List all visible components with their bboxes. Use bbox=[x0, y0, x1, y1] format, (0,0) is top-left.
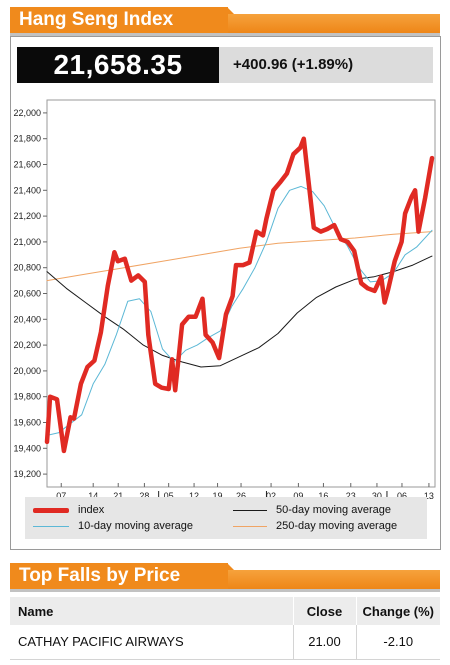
legend-item-ma10: 10-day moving average bbox=[33, 519, 193, 533]
legend-label-index: index bbox=[78, 504, 105, 516]
stock-name[interactable]: CATHAY PACIFIC AIRWAYS bbox=[10, 625, 294, 660]
legend-label-ma250: 250-day moving average bbox=[276, 520, 398, 532]
stock-change: -2.10 bbox=[356, 625, 440, 660]
legend-swatch-ma250 bbox=[233, 525, 267, 527]
chart-legend: index 10-day moving average 50-day movin… bbox=[25, 497, 427, 539]
table-row[interactable]: CATHAY PACIFIC AIRWAYS 21.00 -2.10 bbox=[10, 625, 440, 660]
legend-label-ma50: 50-day moving average bbox=[276, 504, 391, 516]
x-tick-label: 23 bbox=[346, 491, 356, 501]
x-tick-label: 14 bbox=[88, 491, 98, 501]
index-price: 21,658.35 bbox=[17, 47, 219, 83]
x-tick-label: 07 bbox=[56, 491, 66, 501]
x-tick-label: 12 bbox=[189, 491, 199, 501]
y-tick-label: 21,000 bbox=[13, 237, 41, 247]
x-tick-label: 05 bbox=[164, 491, 174, 501]
banner-tail bbox=[227, 7, 440, 33]
x-tick-label: 21 bbox=[113, 491, 123, 501]
banner-tail bbox=[227, 563, 440, 589]
column-header-name: Name bbox=[10, 597, 294, 625]
top-falls-title: Top Falls by Price bbox=[10, 563, 228, 589]
x-tick-label: 02 bbox=[266, 491, 276, 501]
index-line-chart: 19,200 19,400 19,600 19,800 20,000 20,200 20,4… bbox=[13, 99, 436, 525]
column-header-change: Change (%) bbox=[356, 597, 440, 625]
y-tick-label: 20,600 bbox=[13, 289, 41, 299]
top-falls-banner: Top Falls by Price bbox=[10, 563, 440, 592]
y-tick-label: 20,200 bbox=[13, 340, 41, 350]
y-tick-label: 19,400 bbox=[13, 443, 41, 453]
x-tick-label: 26 bbox=[236, 491, 246, 501]
legend-swatch-ma50 bbox=[233, 509, 267, 511]
x-tick-label: 16 bbox=[318, 491, 328, 501]
y-tick-label: 21,400 bbox=[13, 185, 41, 195]
y-tick-label: 21,600 bbox=[13, 160, 41, 170]
table-header-row: Name Close Change (%) bbox=[10, 597, 440, 625]
x-tick-label: 06 bbox=[397, 491, 407, 501]
column-header-close: Close bbox=[293, 597, 357, 625]
index-change: +400.96 (+1.89%) bbox=[219, 47, 433, 83]
x-tick-label: 09 bbox=[293, 491, 303, 501]
y-tick-label: 19,800 bbox=[13, 392, 41, 402]
legend-label-ma10: 10-day moving average bbox=[78, 520, 193, 532]
x-tick-label: 19 bbox=[213, 491, 223, 501]
plot-frame bbox=[46, 99, 436, 488]
index-title: Hang Seng Index bbox=[10, 7, 228, 33]
legend-item-ma250: 250-day moving average bbox=[233, 519, 397, 533]
legend-item-ma50: 50-day moving average bbox=[233, 503, 391, 517]
x-tick-label: 30 bbox=[372, 491, 382, 501]
series-line-index bbox=[44, 136, 435, 454]
x-tick-label: 13 bbox=[424, 491, 434, 501]
banner-shadow bbox=[10, 33, 440, 36]
y-tick-label: 20,000 bbox=[13, 366, 41, 376]
y-tick-label: 19,600 bbox=[13, 418, 41, 428]
banner-shadow bbox=[10, 589, 440, 592]
x-tick-label: 28 bbox=[139, 491, 149, 501]
series-line-ma10 bbox=[46, 185, 433, 436]
y-tick-label: 20,400 bbox=[13, 314, 41, 324]
legend-swatch-ma10 bbox=[33, 525, 69, 527]
y-tick-label: 21,200 bbox=[13, 211, 41, 221]
index-panel: 21,658.35 +400.96 (+1.89%) 19,200 19,400 1… bbox=[10, 36, 441, 550]
top-falls-table: Name Close Change (%) CATHAY PACIFIC AIR… bbox=[10, 597, 440, 660]
y-tick-label: 20,800 bbox=[13, 263, 41, 273]
y-tick-label: 19,200 bbox=[13, 469, 41, 479]
index-header-banner: Hang Seng Index bbox=[10, 7, 440, 36]
stock-close: 21.00 bbox=[293, 625, 357, 660]
legend-swatch-index bbox=[33, 507, 69, 513]
series-line-ma50 bbox=[46, 255, 433, 368]
y-tick-label: 21,800 bbox=[13, 134, 41, 144]
legend-item-index: index bbox=[33, 503, 104, 517]
y-tick-label: 22,000 bbox=[13, 108, 41, 118]
